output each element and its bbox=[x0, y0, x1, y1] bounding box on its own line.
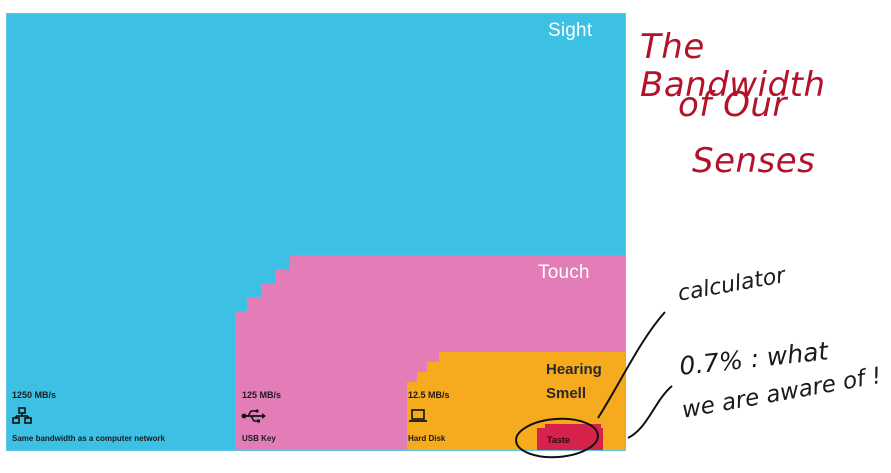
rate-network-value: 1250 MB/s bbox=[12, 390, 57, 400]
usb-icon bbox=[241, 409, 266, 423]
smell-label: Smell bbox=[546, 385, 587, 402]
rate-network-desc: Same bandwidth as a computer network bbox=[12, 434, 165, 443]
handwritten-title-line1: The Bandwidth bbox=[640, 27, 826, 105]
hearing-label: Hearing bbox=[546, 361, 602, 378]
taste-region-top bbox=[545, 424, 601, 430]
rate-usb-desc: USB Key bbox=[242, 434, 276, 443]
rate-usb-value: 125 MB/s bbox=[242, 390, 282, 400]
network-icon bbox=[12, 407, 32, 424]
touch-label: Touch bbox=[538, 262, 590, 283]
taste-region bbox=[537, 428, 603, 450]
handwritten-title-line2: of Our bbox=[678, 85, 787, 125]
rate-disk-desc: Hard Disk bbox=[408, 434, 446, 443]
rate-disk-value: 12.5 MB/s bbox=[408, 390, 450, 400]
bandwidth-diagram: Sight Touch Hearing Smell Taste 1250 MB/… bbox=[7, 14, 625, 450]
handwritten-title-line3: Senses bbox=[692, 141, 816, 181]
laptop-icon bbox=[409, 409, 427, 422]
sight-label: Sight bbox=[548, 20, 593, 41]
hearing-smell-region-step bbox=[407, 382, 427, 450]
taste-label: Taste bbox=[547, 435, 570, 445]
